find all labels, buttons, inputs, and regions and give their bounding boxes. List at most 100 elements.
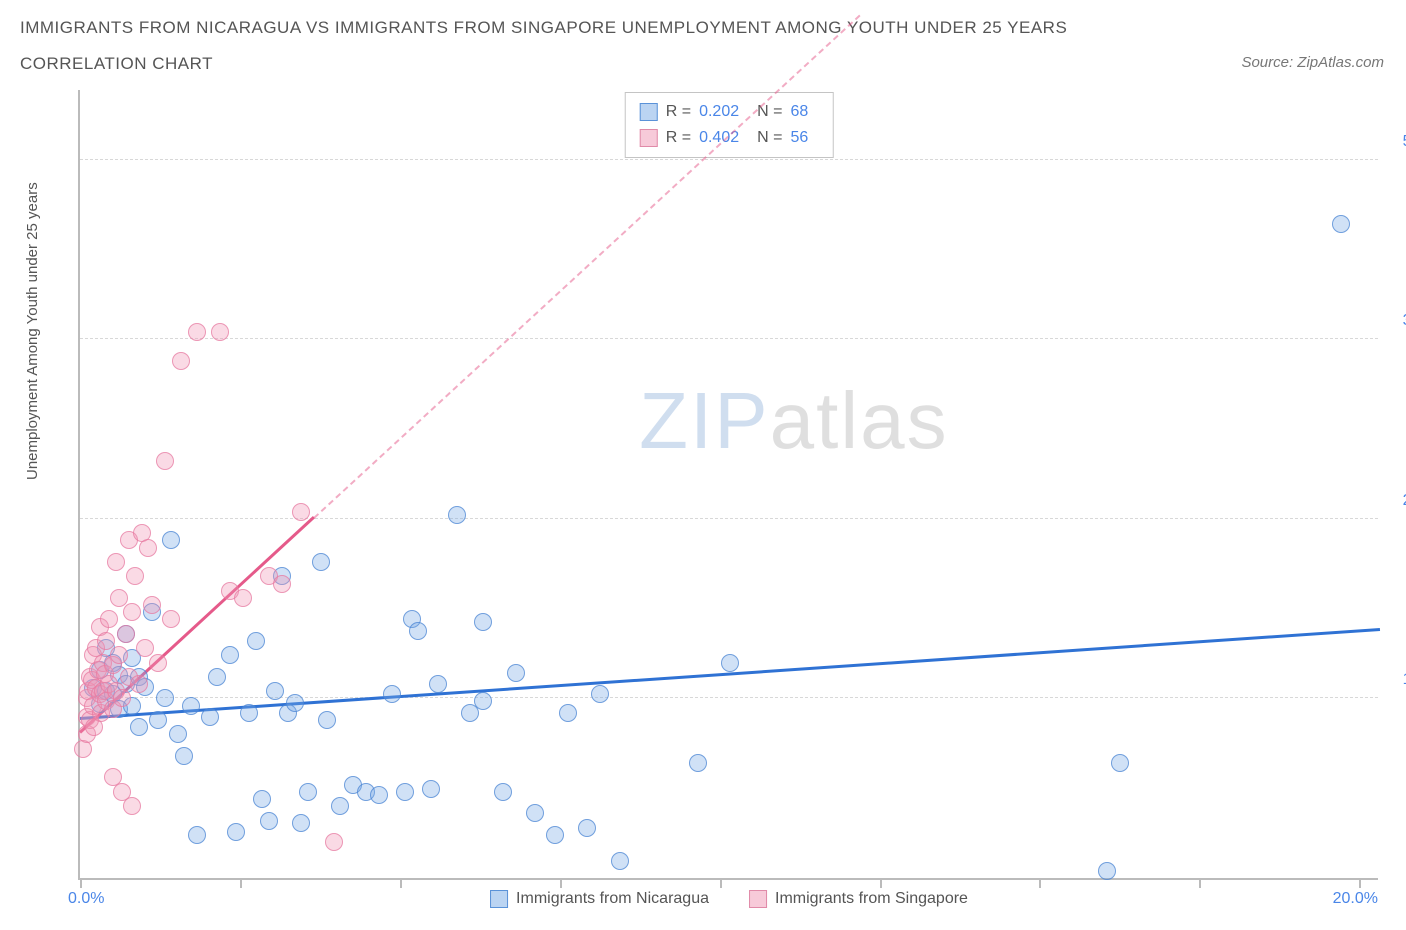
data-point <box>113 689 131 707</box>
data-point <box>312 553 330 571</box>
chart-subtitle: CORRELATION CHART <box>20 54 213 74</box>
data-point <box>175 747 193 765</box>
y-axis-label: Unemployment Among Youth under 25 years <box>24 182 41 480</box>
data-point <box>234 589 252 607</box>
gridline <box>80 518 1378 519</box>
data-point <box>591 685 609 703</box>
r-label: R = <box>666 125 691 151</box>
data-point <box>422 780 440 798</box>
data-point <box>383 685 401 703</box>
data-point <box>156 689 174 707</box>
legend-swatch <box>490 890 508 908</box>
x-tick <box>1039 878 1041 888</box>
n-value: 68 <box>790 99 808 125</box>
legend-swatch <box>640 129 658 147</box>
data-point <box>396 783 414 801</box>
x-tick <box>560 878 562 888</box>
stats-row: R =0.202N =68 <box>640 99 819 125</box>
data-point <box>292 814 310 832</box>
data-point <box>123 603 141 621</box>
legend-item: Immigrants from Nicaragua <box>490 890 709 908</box>
data-point <box>494 783 512 801</box>
data-point <box>1111 754 1129 772</box>
data-point <box>169 725 187 743</box>
data-point <box>325 833 343 851</box>
n-value: 56 <box>790 125 808 151</box>
data-point <box>130 675 148 693</box>
y-tick-label: 50.0% <box>1388 133 1406 151</box>
data-point <box>97 632 115 650</box>
x-tick <box>880 878 882 888</box>
legend-label: Immigrants from Singapore <box>775 890 968 908</box>
gridline <box>80 338 1378 339</box>
data-point <box>182 697 200 715</box>
data-point <box>266 682 284 700</box>
legend-item: Immigrants from Singapore <box>749 890 968 908</box>
watermark-part2: atlas <box>770 376 949 465</box>
trend-line <box>313 14 860 518</box>
data-point <box>100 610 118 628</box>
data-point <box>130 718 148 736</box>
legend-swatch <box>640 103 658 121</box>
data-point <box>126 567 144 585</box>
data-point <box>507 664 525 682</box>
data-point <box>559 704 577 722</box>
data-point <box>107 553 125 571</box>
series-legend: Immigrants from Nicaragua Immigrants from… <box>490 890 968 908</box>
watermark-part1: ZIP <box>639 376 769 465</box>
data-point <box>611 852 629 870</box>
data-point <box>474 613 492 631</box>
stats-legend: R =0.202N =68R =0.402N =56 <box>625 92 834 158</box>
x-tick <box>1199 878 1201 888</box>
data-point <box>221 646 239 664</box>
data-point <box>292 503 310 521</box>
data-point <box>136 639 154 657</box>
chart-title: IMMIGRANTS FROM NICARAGUA VS IMMIGRANTS … <box>20 18 1067 38</box>
data-point <box>123 797 141 815</box>
data-point <box>318 711 336 729</box>
x-tick <box>80 878 82 888</box>
x-tick <box>720 878 722 888</box>
n-label: N = <box>757 99 782 125</box>
data-point <box>162 531 180 549</box>
x-tick <box>400 878 402 888</box>
data-point <box>172 352 190 370</box>
data-point <box>149 711 167 729</box>
data-point <box>429 675 447 693</box>
data-point <box>260 812 278 830</box>
watermark: ZIPatlas <box>639 375 948 467</box>
stats-row: R =0.402N =56 <box>640 125 819 151</box>
n-label: N = <box>757 125 782 151</box>
y-tick-label: 12.5% <box>1388 671 1406 689</box>
data-point <box>162 610 180 628</box>
data-point <box>149 654 167 672</box>
data-point <box>1332 215 1350 233</box>
data-point <box>117 625 135 643</box>
data-point <box>240 704 258 722</box>
data-point <box>156 452 174 470</box>
data-point <box>370 786 388 804</box>
data-point <box>188 323 206 341</box>
data-point <box>689 754 707 772</box>
x-tick <box>240 878 242 888</box>
plot-area: ZIPatlas R =0.202N =68R =0.402N =56 Immi… <box>78 90 1378 880</box>
data-point <box>409 622 427 640</box>
source-attribution: Source: ZipAtlas.com <box>1241 54 1384 71</box>
legend-label: Immigrants from Nicaragua <box>516 890 709 908</box>
data-point <box>526 804 544 822</box>
data-point <box>110 589 128 607</box>
gridline <box>80 159 1378 160</box>
data-point <box>143 596 161 614</box>
data-point <box>331 797 349 815</box>
data-point <box>208 668 226 686</box>
y-tick-label: 37.5% <box>1388 312 1406 330</box>
data-point <box>474 692 492 710</box>
y-tick-label: 25.0% <box>1388 492 1406 510</box>
data-point <box>1098 862 1116 880</box>
data-point <box>110 646 128 664</box>
trend-line <box>80 628 1380 720</box>
data-point <box>273 575 291 593</box>
legend-swatch <box>749 890 767 908</box>
x-tick <box>1359 878 1361 888</box>
r-value: 0.202 <box>699 99 739 125</box>
